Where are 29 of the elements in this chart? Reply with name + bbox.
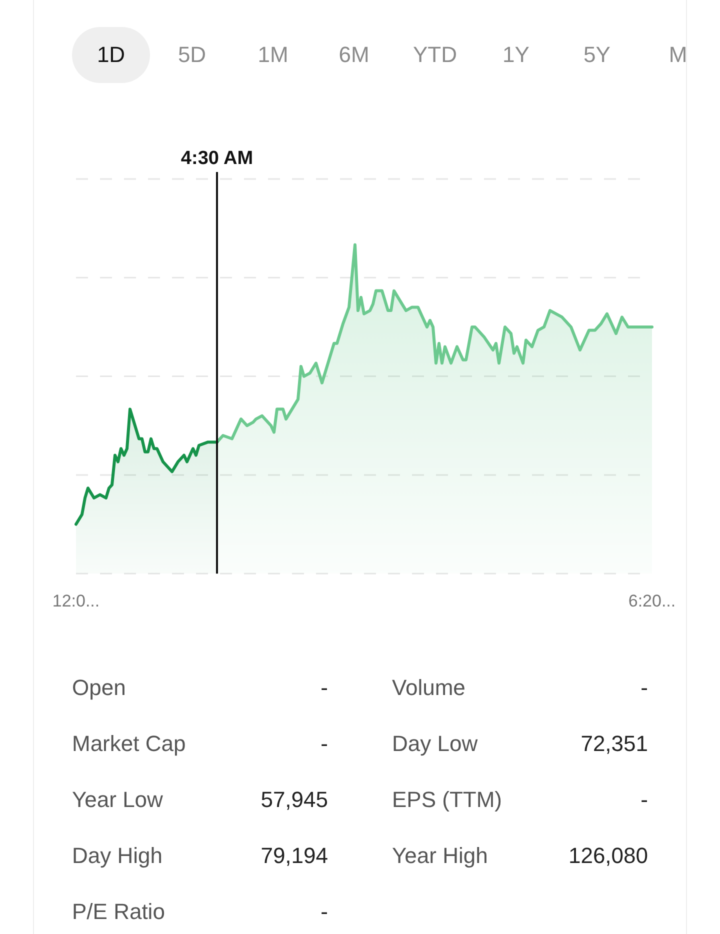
- text: 126,080: [567, 842, 648, 870]
- text: Market Cap: [72, 730, 186, 758]
- text: 5D: [176, 41, 208, 69]
- text: 57,945: [260, 786, 328, 814]
- x-tick-label: 6:20...: [628, 591, 676, 610]
- text: -: [640, 674, 648, 702]
- text: Day Low: [392, 730, 478, 758]
- text: -: [640, 786, 648, 814]
- text: 6M: [338, 41, 370, 69]
- text: Year Low: [72, 786, 163, 814]
- text: EPS (TTM): [392, 786, 502, 814]
- text: P/E Ratio: [72, 898, 165, 926]
- text: 79,194: [260, 842, 328, 870]
- text: -: [320, 674, 328, 702]
- text: -: [320, 898, 328, 926]
- x-tick-label: 12:0...: [52, 591, 100, 610]
- text: Volume: [392, 674, 466, 702]
- text: 72,351: [580, 730, 648, 758]
- text: M: [668, 41, 688, 69]
- text: Day High: [72, 842, 162, 870]
- text: 4:30 AM: [180, 148, 254, 169]
- text: 1D: [72, 27, 150, 83]
- text: 5Y: [582, 41, 612, 69]
- text: 1Y: [502, 41, 530, 69]
- text: Year High: [392, 842, 488, 870]
- text: 1M: [256, 41, 290, 69]
- text: YTD: [412, 41, 458, 69]
- text: -: [320, 730, 328, 758]
- text: Open: [72, 674, 126, 702]
